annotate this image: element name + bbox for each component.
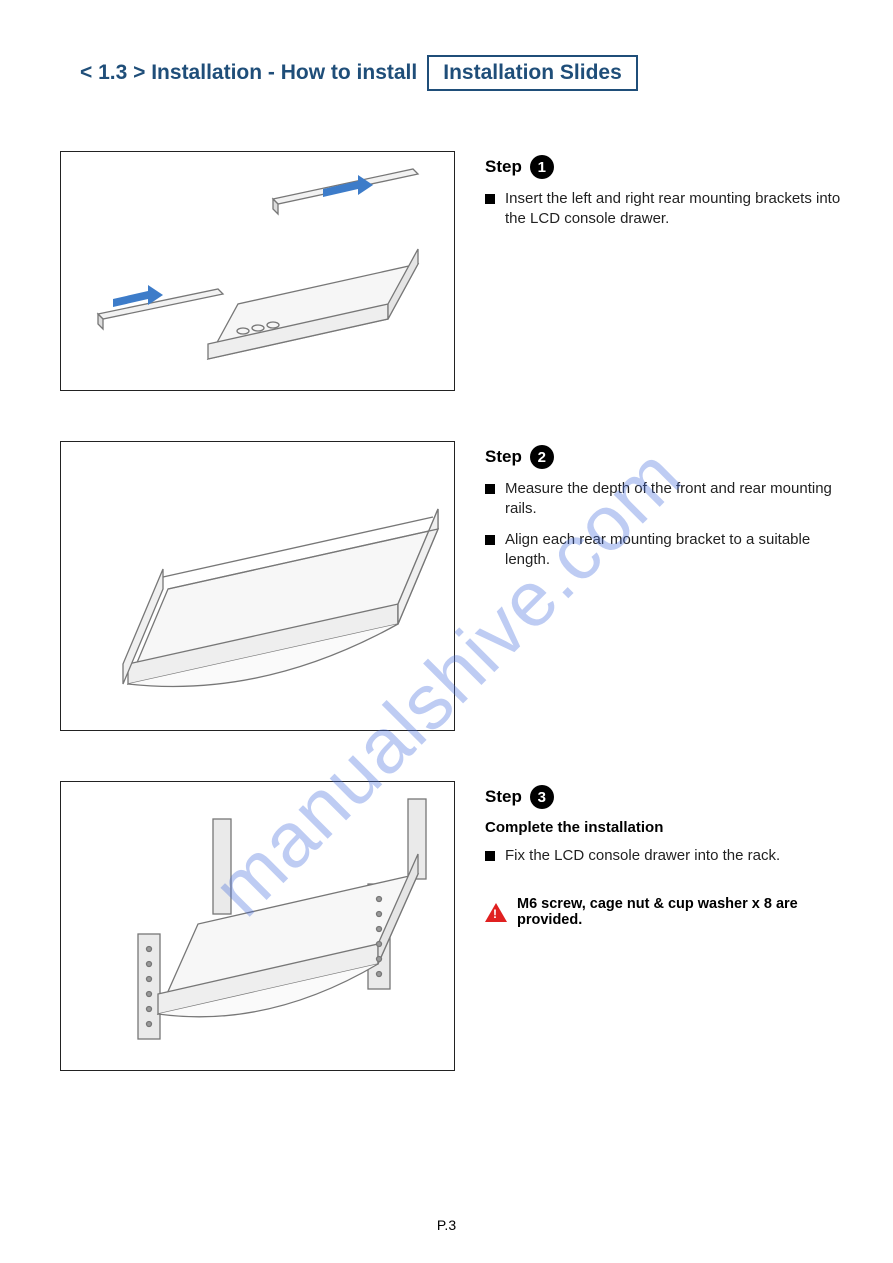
bullet-icon	[485, 484, 495, 494]
step-3-diagram	[60, 781, 455, 1071]
drawer-rails-svg	[68, 449, 448, 724]
step-number-badge: 2	[530, 445, 554, 469]
title-prefix: < 1.3 > Installation - How to install	[80, 61, 417, 85]
bullet-text: Fix the LCD console drawer into the rack…	[505, 846, 780, 866]
bullet-item: Insert the left and right rear mounting …	[485, 189, 853, 230]
page-number: P.3	[437, 1217, 456, 1233]
step-1-header: Step 1	[485, 155, 853, 179]
step-label: Step	[485, 447, 522, 467]
bullet-icon	[485, 194, 495, 204]
step-3-text: Step 3 Complete the installation Fix the…	[485, 781, 853, 928]
bullet-text: Measure the depth of the front and rear …	[505, 479, 853, 520]
bullet-text: Align each rear mounting bracket to a su…	[505, 530, 853, 571]
step-3-row: Step 3 Complete the installation Fix the…	[60, 781, 853, 1071]
bullet-item: Measure the depth of the front and rear …	[485, 479, 853, 520]
step-subtitle: Complete the installation	[485, 819, 853, 836]
step-2-diagram	[60, 441, 455, 731]
step-2-row: Step 2 Measure the depth of the front an…	[60, 441, 853, 731]
bullet-item: Align each rear mounting bracket to a su…	[485, 530, 853, 571]
warning-icon	[485, 903, 507, 922]
warning-text: M6 screw, cage nut & cup washer x 8 are …	[517, 896, 853, 928]
step-1-row: Step 1 Insert the left and right rear mo…	[60, 151, 853, 391]
step-3-header: Step 3	[485, 785, 853, 809]
page-title-row: < 1.3 > Installation - How to install In…	[80, 55, 853, 91]
drawer-rack-svg	[68, 789, 448, 1064]
step-label: Step	[485, 157, 522, 177]
bullet-icon	[485, 535, 495, 545]
warning-row: M6 screw, cage nut & cup washer x 8 are …	[485, 896, 853, 928]
bullet-icon	[485, 851, 495, 861]
bullet-text: Insert the left and right rear mounting …	[505, 189, 853, 230]
drawer-brackets-svg	[68, 159, 448, 384]
step-number-badge: 1	[530, 155, 554, 179]
bullet-item: Fix the LCD console drawer into the rack…	[485, 846, 853, 866]
step-label: Step	[485, 787, 522, 807]
step-2-text: Step 2 Measure the depth of the front an…	[485, 441, 853, 580]
title-box: Installation Slides	[427, 55, 638, 91]
step-1-diagram	[60, 151, 455, 391]
step-2-header: Step 2	[485, 445, 853, 469]
step-number-badge: 3	[530, 785, 554, 809]
step-1-text: Step 1 Insert the left and right rear mo…	[485, 151, 853, 240]
